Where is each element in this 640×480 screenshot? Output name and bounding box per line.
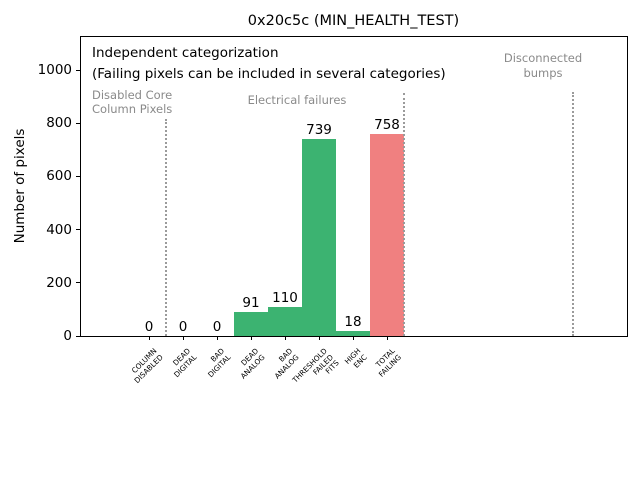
section-label-disconnected-bumps: Disconnected bumps: [503, 51, 583, 80]
x-tick-label: THRESHOLD FAILED FITS: [290, 346, 341, 385]
x-tick-mark: [285, 336, 286, 340]
section-separator-2: [572, 92, 574, 336]
bar-value-label: 0: [178, 319, 188, 335]
bar-value-label: 739: [306, 122, 332, 139]
section-separator-1: [403, 93, 405, 336]
bar-value-label: 758: [374, 117, 400, 134]
annotation-note-line1: Independent categorization: [92, 45, 279, 61]
bar-value-label: 0: [144, 319, 154, 335]
x-tick-label: HIGH ENC: [343, 346, 369, 370]
y-tick-label: 400: [46, 221, 72, 238]
bar-value-label: 110: [272, 289, 298, 306]
annotation-note: Independent categorization (Failing pixe…: [92, 43, 446, 85]
x-tick-label: DEAD DIGITAL: [171, 346, 199, 379]
annotation-note-line2: (Failing pixels can be included in sever…: [92, 66, 446, 82]
y-tick-mark: [76, 69, 80, 71]
x-tick-mark: [387, 336, 388, 340]
section-separator-0: [165, 119, 167, 336]
x-tick-mark: [149, 336, 150, 340]
bar-4: [268, 306, 302, 336]
x-tick-mark: [319, 336, 320, 340]
y-tick-mark: [76, 282, 80, 284]
y-tick-mark: [76, 175, 80, 177]
x-tick-label: COLUMN DISABLED: [129, 346, 165, 385]
x-tick-mark: [353, 336, 354, 340]
x-tick-mark: [251, 336, 252, 340]
x-tick-label: BAD DIGITAL: [206, 346, 233, 379]
y-tick-mark: [76, 122, 80, 124]
x-tick-mark: [183, 336, 184, 340]
y-tick-mark: [76, 335, 80, 337]
x-tick-label: DEAD ANALOG: [238, 346, 267, 381]
y-tick-mark: [76, 229, 80, 231]
x-tick-label: TOTAL FAILING: [373, 346, 403, 379]
y-tick-label: 0: [63, 328, 72, 344]
y-tick-label: 200: [46, 274, 72, 291]
y-tick-label: 1000: [37, 62, 72, 79]
plot-area: [80, 36, 628, 337]
bar-3: [234, 311, 268, 336]
bar-value-label: 91: [242, 294, 260, 311]
chart-title: 0x20c5c (MIN_HEALTH_TEST): [247, 13, 460, 29]
x-tick-mark: [217, 336, 218, 340]
bar-7: [370, 134, 404, 336]
section-label-electrical-failures: Electrical failures: [247, 93, 347, 107]
y-tick-label: 600: [46, 168, 72, 185]
bar-5: [302, 139, 336, 336]
section-label-disabled-core-column-pixels: Disabled Core Column Pixels: [92, 88, 173, 116]
bar-value-label: 0: [212, 319, 222, 335]
bar-value-label: 18: [344, 314, 362, 331]
bar-6: [336, 331, 370, 336]
y-axis-label: Number of pixels: [12, 128, 28, 244]
y-tick-label: 800: [46, 115, 72, 132]
